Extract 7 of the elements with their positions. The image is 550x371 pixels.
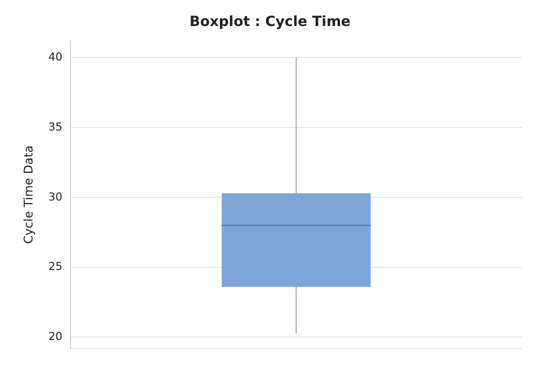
y-tick-label: 30	[48, 190, 62, 204]
chart-title: Boxplot : Cycle Time	[189, 14, 351, 30]
y-tick-label: 40	[48, 50, 62, 64]
y-tick-label: 20	[48, 330, 62, 344]
y-axis-title: Cycle Time Data	[21, 145, 36, 244]
y-tick-label: 35	[48, 120, 62, 134]
y-tick-label: 25	[48, 260, 62, 274]
